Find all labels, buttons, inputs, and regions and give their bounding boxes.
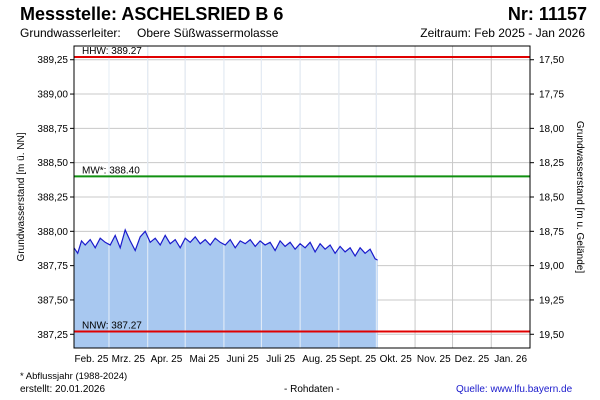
x-tick-label: Sept. 25 [339, 354, 377, 365]
series-area [74, 229, 378, 348]
y-tick-label: 387,25 [37, 330, 68, 341]
y2-tick-label: 19,25 [539, 295, 564, 306]
station-number: Nr: 11157 [507, 4, 587, 24]
y2-tick-label: 18,75 [539, 227, 564, 238]
reference-label-mw: MW*: 388.40 [82, 165, 140, 176]
y2-tick-label: 18,50 [539, 193, 564, 204]
y2-tick-label: 18,00 [539, 124, 564, 135]
created-date: erstellt: 20.01.2026 [20, 384, 106, 395]
page-title: Messstelle: ASCHELSRIED B 6 [20, 4, 284, 24]
x-tick-label: Dez. 25 [455, 354, 490, 365]
period-label: Zeitraum: Feb 2025 - Jan 2026 [420, 26, 585, 40]
y2-tick-label: 17,50 [539, 55, 564, 66]
y-tick-label: 387,75 [37, 261, 68, 272]
axis-ticks: 387,25 19,50 387,50 19,25 387,75 19,00 388,00 1… [37, 55, 564, 365]
reference-label-nnw: NNW: 387.27 [82, 321, 142, 332]
y-tick-label: 388,00 [37, 227, 68, 238]
y-tick-label: 387,50 [37, 295, 68, 306]
footnote: * Abflussjahr (1988-2024) [20, 371, 128, 382]
reference-lines: HHW: 389.27 MW*: 388.40 NNW: 387.27 [74, 46, 530, 333]
x-tick-label: Nov. 25 [417, 354, 451, 365]
y2-axis-label: Grundwasserstand [m u. Gelände] [574, 121, 585, 274]
y-tick-label: 389,00 [37, 90, 68, 101]
series-layer [73, 46, 378, 348]
x-tick-label: Jan. 26 [494, 354, 527, 365]
x-tick-label: Juni 25 [227, 354, 260, 365]
x-tick-label: Okt. 25 [380, 354, 413, 365]
x-tick-label: Aug. 25 [302, 354, 337, 365]
x-tick-label: Feb. 25 [75, 354, 109, 365]
reference-label-hhw: HHW: 389.27 [82, 46, 142, 57]
aquifer-value: Obere Süßwassermolasse [137, 26, 279, 40]
x-tick-label: Mai 25 [190, 354, 220, 365]
y-tick-label: 388,50 [37, 158, 68, 169]
aquifer-label: Grundwasserleiter: [20, 26, 121, 40]
y2-tick-label: 19,50 [539, 330, 564, 341]
y2-tick-label: 19,00 [539, 261, 564, 272]
series-line [73, 228, 378, 261]
y2-tick-label: 17,75 [539, 90, 564, 101]
y-tick-label: 389,25 [37, 55, 68, 66]
x-tick-label: Mrz. 25 [112, 354, 146, 365]
y-tick-label: 388,75 [37, 124, 68, 135]
y-axis-label: Grundwasserstand [m ü. NN] [16, 132, 27, 261]
source-link[interactable]: Quelle: www.lfu.bayern.de [456, 384, 573, 395]
y2-tick-label: 18,25 [539, 158, 564, 169]
raw-data-note: - Rohdaten - [284, 384, 340, 395]
y-tick-label: 388,25 [37, 193, 68, 204]
x-tick-label: Apr. 25 [151, 354, 183, 365]
x-tick-label: Juli 25 [266, 354, 295, 365]
